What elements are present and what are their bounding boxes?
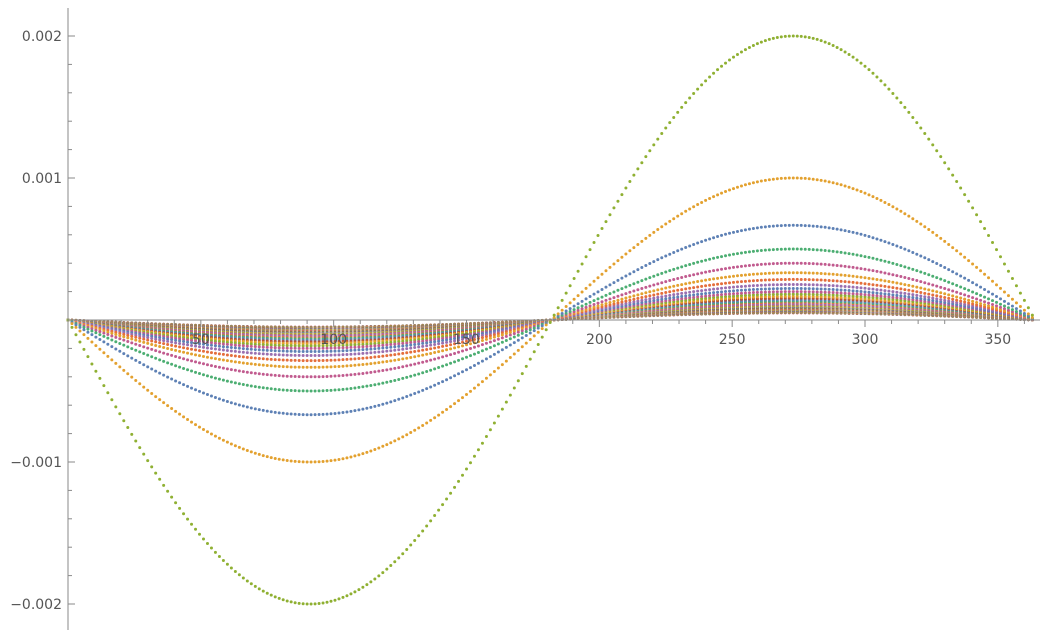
series-layer (66, 34, 1034, 606)
